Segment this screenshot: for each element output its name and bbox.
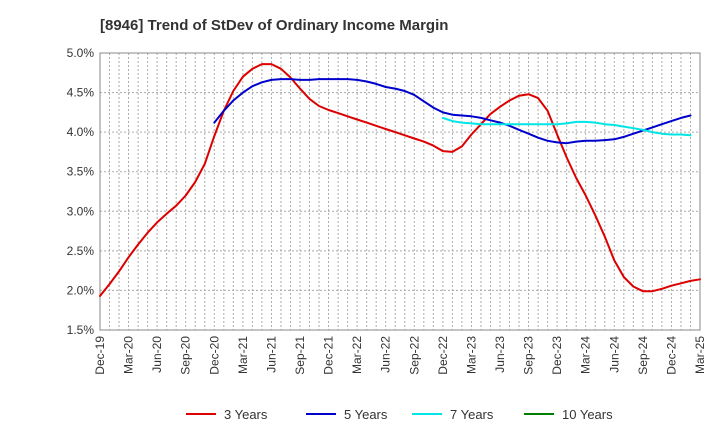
x-tick-label: Mar-24 — [579, 336, 593, 374]
x-tick-label: Jun-23 — [493, 336, 507, 373]
x-tick-label: Jun-22 — [379, 336, 393, 373]
x-tick-label: Mar-20 — [122, 336, 136, 374]
x-tick-label: Mar-25 — [693, 336, 707, 374]
x-tick-label: Jun-24 — [607, 336, 621, 373]
y-tick-label: 2.5% — [67, 244, 95, 258]
legend-label: 3 Years — [224, 407, 268, 422]
axis-layer: 1.5% 2.0% 2.5% 3.0% 3.5% 4.0% 4.5% 5.0% Dec-19 Ma… — [67, 46, 707, 375]
x-tick-label: Dec-24 — [664, 336, 678, 375]
x-tick-label: Sep-20 — [179, 336, 193, 375]
x-tick-label: Dec-21 — [322, 336, 336, 375]
y-tick-label: 2.0% — [67, 283, 95, 297]
series-line-3-years — [99, 63, 701, 297]
series-layer — [99, 63, 701, 297]
y-tick-label: 5.0% — [67, 46, 95, 60]
plot-frame — [99, 52, 701, 331]
series-line-7-years — [441, 116, 692, 137]
legend: 3 Years 5 Years 7 Years 10 Years — [186, 407, 613, 422]
legend-label: 7 Years — [450, 407, 494, 422]
legend-label: 10 Years — [562, 407, 613, 422]
x-tick-label: Sep-22 — [407, 336, 421, 375]
chart-title: [8946] Trend of StDev of Ordinary Income… — [100, 17, 448, 34]
y-tick-label: 4.0% — [67, 125, 95, 139]
y-tick-label: 1.5% — [67, 323, 95, 337]
x-tick-label: Dec-23 — [550, 336, 564, 375]
x-tick-label: Sep-24 — [636, 336, 650, 375]
x-tick-label: Dec-19 — [93, 336, 107, 375]
x-tick-label: Sep-23 — [522, 336, 536, 375]
y-tick-label: 3.0% — [67, 204, 95, 218]
x-tick-label: Dec-22 — [436, 336, 450, 375]
x-tick-label: Sep-21 — [293, 336, 307, 375]
x-tick-label: Mar-21 — [236, 336, 250, 374]
y-tick-label: 3.5% — [67, 165, 95, 179]
grid-layer — [100, 53, 700, 330]
series-line-5-years — [213, 78, 692, 145]
x-tick-label: Jun-21 — [264, 336, 278, 373]
x-tick-label: Dec-20 — [207, 336, 221, 375]
x-tick-label: Jun-20 — [150, 336, 164, 373]
legend-label: 5 Years — [344, 407, 388, 422]
x-tick-label: Mar-23 — [464, 336, 478, 374]
y-tick-label: 4.5% — [67, 86, 95, 100]
x-tick-label: Mar-22 — [350, 336, 364, 374]
